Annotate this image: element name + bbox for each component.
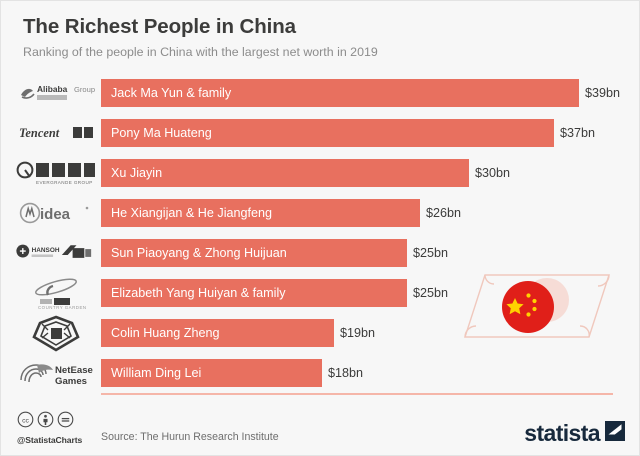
page-subtitle: Ranking of the people in China with the … xyxy=(23,44,378,59)
bar xyxy=(101,239,407,267)
value-label: $25bn xyxy=(413,246,449,260)
svg-text:Alibaba: Alibaba xyxy=(37,84,68,94)
evergrande-group-logo: EVERGRANDE GROUP xyxy=(15,153,97,193)
table-row: Tencent Pony Ma Huateng $37bn xyxy=(1,113,639,153)
svg-text:idea: idea xyxy=(40,206,71,223)
source-text: Source: The Hurun Research Institute xyxy=(101,431,279,443)
midea-logo: idea xyxy=(15,193,97,233)
bar xyxy=(101,159,469,187)
banknote-outline-icon xyxy=(464,274,610,338)
svg-text:Group: Group xyxy=(74,85,95,94)
bar-track: He Xiangijan & He Jiangfeng $26bn xyxy=(101,199,639,227)
svg-text:COUNTRY GARDEN: COUNTRY GARDEN xyxy=(38,305,87,310)
bar xyxy=(101,319,334,347)
alibaba-group-logo: Alibaba Group xyxy=(15,73,97,113)
statista-handle: @StatistaCharts xyxy=(17,435,83,445)
value-label: $25bn xyxy=(413,286,449,300)
china-flag-circle-icon xyxy=(502,281,554,333)
svg-text:Games: Games xyxy=(55,376,87,387)
table-row: HANSOH Sun Piaoyang & Zhong Huijuan $25bn xyxy=(1,233,639,273)
bar-track: Xu Jiayin $30bn xyxy=(101,159,639,187)
value-label: $18bn xyxy=(328,366,364,380)
bar-track: Jack Ma Yun & family $39bn xyxy=(101,79,639,107)
no-derivatives-icon xyxy=(57,411,74,433)
value-label: $39bn xyxy=(585,86,621,100)
bar-track: Sun Piaoyang & Zhong Huijuan $25bn xyxy=(101,239,639,267)
person-name-label: Elizabeth Yang Huiyan & family xyxy=(111,286,286,300)
person-name-label: Colin Huang Zheng xyxy=(111,326,220,340)
attribution-icon xyxy=(37,411,54,433)
bar xyxy=(101,359,322,387)
china-flag-banknote-graphic xyxy=(463,267,611,345)
person-name-label: Jack Ma Yun & family xyxy=(111,86,232,100)
table-row: EVERGRANDE GROUP Xu Jiayin $30bn xyxy=(1,153,639,193)
bar-track: William Ding Lei $18bn xyxy=(101,359,639,387)
person-name-label: Xu Jiayin xyxy=(111,166,163,180)
bar xyxy=(101,119,554,147)
table-row: Colin Huang Zheng $19bn xyxy=(1,313,639,353)
table-row: NetEase Games William Ding Lei $18bn xyxy=(1,353,639,393)
license-block: cc @Stati xyxy=(17,411,82,445)
value-label: $37bn xyxy=(560,126,596,140)
value-label: $26bn xyxy=(426,206,462,220)
person-name-label: William Ding Lei xyxy=(111,366,202,380)
tencent-logo: Tencent xyxy=(15,113,97,153)
svg-text:NetEase: NetEase xyxy=(55,365,93,376)
svg-text:Tencent: Tencent xyxy=(19,126,60,140)
bar xyxy=(101,79,579,107)
statista-logo: statista xyxy=(524,421,625,446)
svg-text:EVERGRANDE GROUP: EVERGRANDE GROUP xyxy=(36,180,93,185)
svg-text:HANSOH: HANSOH xyxy=(32,247,60,254)
page-title: The Richest People in China xyxy=(23,15,296,38)
bar xyxy=(101,279,407,307)
svg-text:cc: cc xyxy=(22,417,29,424)
country-garden-logo: COUNTRY GARDEN xyxy=(15,273,97,313)
bar-track: Pony Ma Huateng $37bn xyxy=(101,119,639,147)
creative-commons-icon: cc xyxy=(17,411,34,433)
statista-wordmark: statista xyxy=(524,420,600,446)
table-row: COUNTRY GARDEN Elizabeth Yang Huiyan & f… xyxy=(1,273,639,313)
bar-track: Colin Huang Zheng $19bn xyxy=(101,319,639,347)
person-name-label: Pony Ma Huateng xyxy=(111,126,212,140)
bar-chart: Alibaba Group Jack Ma Yun & family $39bn … xyxy=(1,73,639,393)
person-name-label: Sun Piaoyang & Zhong Huijuan xyxy=(111,246,287,260)
pinduoduo-logo xyxy=(15,313,97,353)
value-label: $19bn xyxy=(340,326,376,340)
footer: cc @Stati xyxy=(1,405,639,455)
table-row: Alibaba Group Jack Ma Yun & family $39bn xyxy=(1,73,639,113)
footer-divider xyxy=(101,393,613,395)
person-name-label: He Xiangijan & He Jiangfeng xyxy=(111,206,273,220)
netease-games-logo: NetEase Games xyxy=(15,353,97,393)
statista-mark-icon xyxy=(605,421,625,446)
value-label: $30bn xyxy=(475,166,511,180)
table-row: idea He Xiangijan & He Jiangfeng $26bn xyxy=(1,193,639,233)
header: The Richest People in China Ranking of t… xyxy=(23,15,623,59)
bar-track: Elizabeth Yang Huiyan & family $25bn xyxy=(101,279,639,307)
bar xyxy=(101,199,420,227)
hansoh-pharma-logo: HANSOH xyxy=(15,233,97,273)
